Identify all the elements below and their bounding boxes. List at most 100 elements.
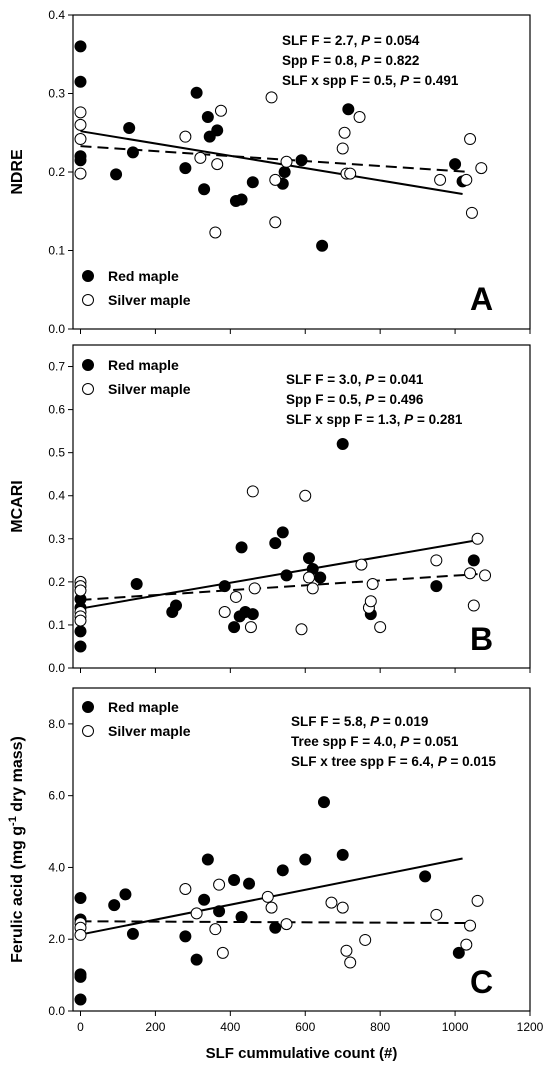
stats-line: SLF x spp F = 0.5, P = 0.491 <box>282 73 459 88</box>
stats-line: SLF F = 3.0, P = 0.041 <box>286 372 424 387</box>
silver-maple-point <box>244 621 257 634</box>
red-maple-point <box>170 599 183 612</box>
x-tick-label: 600 <box>295 1020 315 1034</box>
red-maple-point <box>110 168 123 181</box>
red-maple-point <box>235 910 248 923</box>
red-maple-point <box>201 853 214 866</box>
silver-maple-point <box>214 104 227 117</box>
y-tick-label: 0.2 <box>48 165 65 179</box>
x-tick-label: 400 <box>220 1020 240 1034</box>
plot-frame <box>72 344 531 669</box>
silver-maple-point <box>430 908 443 921</box>
silver-maple-point <box>340 944 353 957</box>
silver-maple-point <box>336 142 349 155</box>
legend-marker-silver-maple <box>82 725 94 737</box>
silver-maple-point <box>74 106 87 119</box>
red-maple-point <box>119 888 132 901</box>
silver-maple-point <box>74 584 87 597</box>
silver-maple-point <box>471 532 484 545</box>
y-tick-label: 8.0 <box>48 717 65 731</box>
silver-maple-point <box>179 882 192 895</box>
red-maple-point <box>179 930 192 943</box>
silver-maple-point <box>364 595 377 608</box>
panel-letter: C <box>470 964 493 1000</box>
legend-marker-red-maple <box>82 270 94 282</box>
red-maple-point <box>213 905 226 918</box>
silver-maple-fit-line <box>80 145 471 173</box>
silver-maple-point <box>248 582 261 595</box>
red-maple-point <box>198 183 211 196</box>
silver-maple-point <box>218 606 231 619</box>
silver-maple-point <box>366 578 379 591</box>
red-maple-point <box>317 796 330 809</box>
silver-maple-point <box>465 206 478 219</box>
x-tick-label: 200 <box>145 1020 165 1034</box>
red-maple-point <box>179 162 192 175</box>
panel-b: 0.0 0.1 0.2 0.3 0.4 0.5 0.6 0.7 MCARI Red maple Si… <box>9 344 531 675</box>
red-maple-point <box>108 899 121 912</box>
legend-label-silver-maple: Silver maple <box>108 292 191 308</box>
x-tick-label: 1000 <box>442 1020 469 1034</box>
red-maple-point <box>190 86 203 99</box>
red-maple-point <box>218 580 231 593</box>
red-maple-point <box>130 578 143 591</box>
silver-maple-point <box>216 946 229 959</box>
silver-maple-point <box>467 599 480 612</box>
legend-label-red-maple: Red maple <box>108 357 179 373</box>
silver-maple-point <box>471 894 484 907</box>
y-tick-label: 0.1 <box>48 244 65 258</box>
legend-marker-silver-maple <box>82 383 94 395</box>
silver-maple-point <box>265 91 278 104</box>
x-axis-label: SLF cummulative count (#) <box>206 1045 398 1062</box>
legend-label-red-maple: Red maple <box>108 268 179 284</box>
silver-maple-point <box>280 918 293 931</box>
red-maple-point <box>449 158 462 171</box>
silver-maple-point <box>344 956 357 969</box>
red-maple-point <box>74 625 87 638</box>
silver-maple-point <box>306 582 319 595</box>
red-maple-point <box>276 526 289 539</box>
red-maple-point <box>74 75 87 88</box>
red-maple-point <box>336 438 349 451</box>
x-tick-label: 800 <box>370 1020 390 1034</box>
y-tick-label: 0.4 <box>48 8 65 22</box>
legend-marker-red-maple <box>82 359 94 371</box>
silver-maple-point <box>302 571 315 584</box>
silver-maple-point <box>269 216 282 229</box>
stats-line: SLF F = 2.7, P = 0.054 <box>282 33 420 48</box>
red-maple-fit-line <box>80 539 478 610</box>
y-axis-label: MCARI <box>9 480 26 532</box>
red-maple-point <box>452 946 465 959</box>
silver-maple-point <box>336 901 349 914</box>
silver-maple-point <box>74 118 87 131</box>
silver-maple-point <box>74 133 87 146</box>
y-tick-label: 0.0 <box>48 322 65 336</box>
red-maple-point <box>299 853 312 866</box>
y-tick-label: 0.3 <box>48 87 65 101</box>
silver-maple-point <box>338 126 351 139</box>
red-maple-point <box>228 874 241 887</box>
stats-line: SLF x tree spp F = 6.4, P = 0.015 <box>291 754 496 769</box>
silver-maple-point <box>194 151 207 164</box>
red-maple-point <box>74 970 87 983</box>
silver-maple-point <box>74 167 87 180</box>
silver-maple-point <box>74 614 87 627</box>
red-maple-point <box>74 640 87 653</box>
red-maple-fit-line <box>80 130 463 195</box>
red-maple-point <box>201 111 214 124</box>
red-maple-point <box>342 103 355 116</box>
silver-maple-point <box>190 907 203 920</box>
silver-maple-point <box>344 167 357 180</box>
red-maple-point <box>123 122 136 135</box>
silver-maple-point <box>299 489 312 502</box>
red-maple-point <box>269 537 282 550</box>
silver-maple-point <box>280 155 293 168</box>
red-maple-point <box>276 864 289 877</box>
panel-c: 0.0 2.0 4.0 6.0 8.0 0 200 400 600 800 1000 1200 SLF … <box>7 687 544 1062</box>
silver-maple-point <box>479 569 492 582</box>
red-maple-point <box>74 40 87 53</box>
red-maple-point <box>211 124 224 137</box>
silver-maple-point <box>460 938 473 951</box>
y-tick-label: 0.2 <box>48 575 65 589</box>
red-maple-point <box>430 580 443 593</box>
